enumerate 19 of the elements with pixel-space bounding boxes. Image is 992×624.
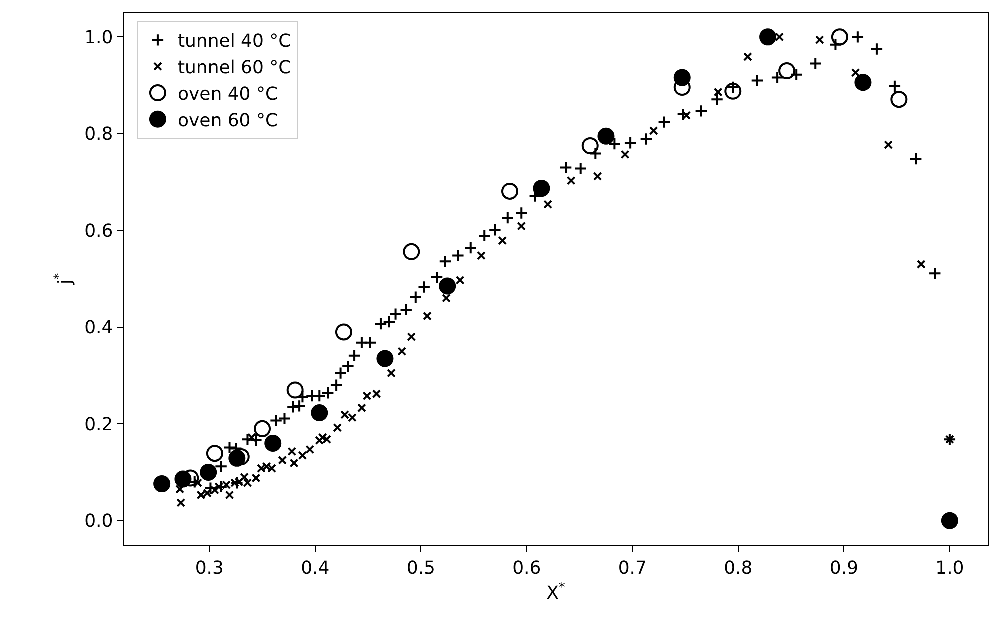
legend-label: oven 60 °C [178, 110, 278, 132]
y-tick-label: 1.0 [84, 27, 114, 48]
legend-label: oven 40 °C [178, 84, 278, 105]
y-tick-label: 0.6 [84, 220, 114, 242]
x-tick-label: 0.3 [195, 558, 224, 579]
legend-label: tunnel 60 °C [178, 58, 292, 79]
x-tick-label: 0.4 [301, 558, 330, 579]
y-tick-label: 0.8 [84, 124, 114, 146]
x-tick-label: 1.0 [936, 558, 964, 579]
x-tick-label: 0.5 [406, 558, 436, 579]
y-tick-label: 0.0 [84, 511, 114, 532]
x-tick-label: 0.7 [618, 558, 647, 579]
x-axis-title: X$^{*}$ [546, 579, 566, 604]
legend-label: tunnel 40 °C [178, 31, 292, 52]
x-tick-label: 0.9 [830, 558, 858, 579]
y-tick-label: 0.4 [84, 318, 114, 339]
y-tick-label: 0.2 [84, 414, 114, 436]
x-tick-label: 0.6 [512, 558, 542, 579]
x-tick-label: 0.8 [724, 558, 753, 579]
